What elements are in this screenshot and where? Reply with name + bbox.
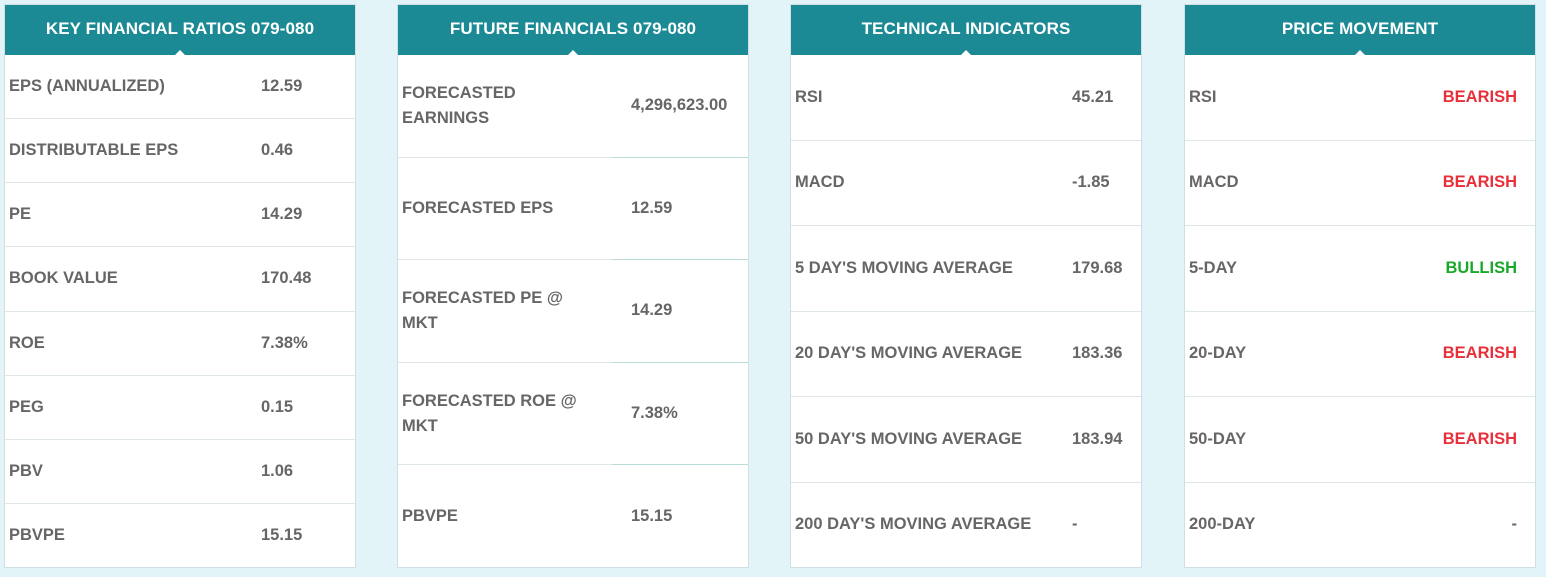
row-label: MACD <box>1189 173 1239 192</box>
panel-title: TECHNICAL INDICATORS <box>861 19 1071 38</box>
row-value: 1.06 <box>261 461 294 480</box>
ratio-row-distributable-eps: DISTRIBUTABLE EPS 0.46 <box>5 119 355 184</box>
row-label: ROE <box>9 333 45 352</box>
status-badge: BULLISH <box>1445 258 1518 277</box>
indicator-row-50-day-ma: 50 DAY'S MOVING AVERAGE 183.94 <box>791 397 1141 483</box>
row-value: 15.15 <box>261 525 303 544</box>
panel-header: FUTURE FINANCIALS 079-080 <box>398 5 748 56</box>
status-badge: - <box>1511 515 1518 534</box>
status-badge: BEARISH <box>1442 173 1517 192</box>
row-value: 183.36 <box>1072 344 1123 363</box>
movement-row-5-day: 5-DAY BULLISH <box>1185 226 1535 312</box>
row-label: MACD <box>795 173 845 192</box>
row-label: EPS (ANNUALIZED) <box>9 77 165 96</box>
row-label: RSI <box>795 87 823 106</box>
forecast-row-pbvpe: PBVPE 15.15 <box>398 465 748 567</box>
ratio-row-pe: PE 14.29 <box>5 183 355 248</box>
row-label: 5 DAY'S MOVING AVERAGE <box>795 258 1013 277</box>
forecast-row-pe: FORECASTED PE @ MKT 14.29 <box>398 260 748 363</box>
row-label: BOOK VALUE <box>9 269 118 288</box>
row-label-line-2: EARNINGS <box>402 108 490 127</box>
row-value: 4,296,623.00 <box>631 96 728 115</box>
indicator-row-rsi: RSI 45.21 <box>791 55 1141 141</box>
row-value: 12.59 <box>631 198 673 217</box>
row-label: PEG <box>9 397 44 416</box>
ratio-row-roe: ROE 7.38% <box>5 312 355 376</box>
row-label: FORECASTED EPS <box>402 196 553 221</box>
panel-title: FUTURE FINANCIALS 079-080 <box>449 19 697 38</box>
row-value: 7.38% <box>631 404 678 423</box>
row-value: 7.38% <box>261 333 308 352</box>
panel-title: KEY FINANCIAL RATIOS 079-080 <box>45 19 315 38</box>
row-label: FORECASTED EARNINGS <box>402 81 516 131</box>
row-value: 12.59 <box>261 77 303 96</box>
row-label: FORECASTED PE @ MKT <box>402 286 563 336</box>
movement-row-50-day: 50-DAY BEARISH <box>1185 397 1535 483</box>
movement-row-20-day: 20-DAY BEARISH <box>1185 312 1535 397</box>
row-value: 0.46 <box>261 141 294 160</box>
header-notch <box>174 50 186 56</box>
forecast-row-roe: FORECASTED ROE @ MKT 7.38% <box>398 363 748 466</box>
row-label: PBVPE <box>402 504 458 529</box>
panel-header: PRICE MOVEMENT <box>1185 5 1535 56</box>
row-value: 0.15 <box>261 397 294 416</box>
row-label: RSI <box>1189 87 1217 106</box>
ratio-row-eps-annualized: EPS (ANNUALIZED) 12.59 <box>5 55 355 120</box>
status-badge: BEARISH <box>1442 344 1517 363</box>
row-label: DISTRIBUTABLE EPS <box>9 141 179 160</box>
row-label-line-1: FORECASTED PE @ <box>402 288 563 307</box>
row-label-line-1: FORECASTED EPS <box>402 198 554 217</box>
status-badge: BEARISH <box>1442 429 1517 448</box>
header-notch <box>960 50 972 56</box>
key-financial-ratios-panel: KEY FINANCIAL RATIOS 079-080 EPS (ANNUAL… <box>4 4 356 568</box>
row-value: 183.94 <box>1072 429 1123 448</box>
row-label: 50-DAY <box>1189 429 1247 448</box>
row-label-line-1: FORECASTED ROE @ <box>402 391 577 410</box>
technical-indicators-panel: TECHNICAL INDICATORS RSI 45.21 MACD -1.8… <box>790 4 1142 568</box>
indicator-row-200-day-ma: 200 DAY'S MOVING AVERAGE - <box>791 483 1141 568</box>
panel-header: KEY FINANCIAL RATIOS 079-080 <box>5 5 355 56</box>
movement-row-macd: MACD BEARISH <box>1185 141 1535 226</box>
row-label: 20-DAY <box>1189 344 1247 363</box>
ratio-row-peg: PEG 0.15 <box>5 376 355 440</box>
price-movement-panel: PRICE MOVEMENT RSI BEARISH MACD BEARISH … <box>1184 4 1536 568</box>
row-label: 200-DAY <box>1189 515 1256 534</box>
row-label: 20 DAY'S MOVING AVERAGE <box>795 344 1023 363</box>
row-label-line-1: PBVPE <box>402 506 458 525</box>
row-value: 15.15 <box>631 506 673 525</box>
row-value: 45.21 <box>1072 87 1114 106</box>
row-value: -1.85 <box>1072 173 1110 192</box>
movement-row-200-day: 200-DAY - <box>1185 483 1535 568</box>
row-label: 200 DAY'S MOVING AVERAGE <box>795 515 1032 534</box>
panel-title: PRICE MOVEMENT <box>1281 19 1439 38</box>
row-label: FORECASTED ROE @ MKT <box>402 389 577 439</box>
status-badge: BEARISH <box>1442 87 1517 106</box>
row-label-line-2: MKT <box>402 313 438 332</box>
ratio-row-pbvpe: PBVPE 15.15 <box>5 504 355 567</box>
row-label-line-2: MKT <box>402 416 438 435</box>
row-label: 5-DAY <box>1189 258 1237 277</box>
header-notch <box>1354 50 1366 56</box>
row-value: 14.29 <box>631 301 673 320</box>
row-value: - <box>1072 515 1078 534</box>
movement-row-rsi: RSI BEARISH <box>1185 55 1535 141</box>
indicator-row-20-day-ma: 20 DAY'S MOVING AVERAGE 183.36 <box>791 312 1141 397</box>
forecast-row-eps: FORECASTED EPS 12.59 <box>398 158 748 261</box>
future-financials-panel: FUTURE FINANCIALS 079-080 FORECASTED EAR… <box>397 4 749 568</box>
row-label: 50 DAY'S MOVING AVERAGE <box>795 429 1023 448</box>
row-label: PBV <box>9 461 43 480</box>
row-value: 179.68 <box>1072 258 1123 277</box>
forecast-row-earnings: FORECASTED EARNINGS 4,296,623.00 <box>398 55 748 158</box>
row-label: PBVPE <box>9 525 65 544</box>
ratio-row-book-value: BOOK VALUE 170.48 <box>5 247 355 312</box>
indicator-row-macd: MACD -1.85 <box>791 141 1141 226</box>
indicator-row-5-day-ma: 5 DAY'S MOVING AVERAGE 179.68 <box>791 226 1141 312</box>
header-notch <box>567 50 579 56</box>
panel-header: TECHNICAL INDICATORS <box>791 5 1141 56</box>
row-label-line-1: FORECASTED <box>402 83 516 102</box>
row-value: 14.29 <box>261 205 303 224</box>
row-label: PE <box>9 205 32 224</box>
row-value: 170.48 <box>261 269 312 288</box>
ratio-row-pbv: PBV 1.06 <box>5 440 355 504</box>
